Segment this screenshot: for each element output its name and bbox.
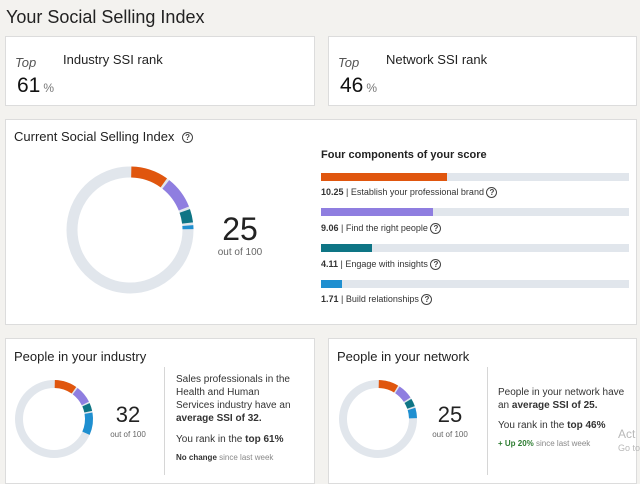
components-title: Four components of your score: [321, 149, 487, 161]
industry-rank-text: You rank in the top 61%: [176, 434, 284, 445]
component-bar-fill: [321, 244, 372, 252]
activation-watermark: Act Go to: [618, 427, 640, 453]
donut-segment: [54, 380, 77, 394]
component-label-insights: 4.11 | Engage with insights ?: [321, 259, 442, 271]
network-change-note: + Up 20% since last week: [498, 439, 591, 448]
component-label-brand: 10.25 | Establish your professional bran…: [321, 187, 498, 199]
divider: [487, 367, 488, 475]
network-description: People in your network have an average S…: [498, 387, 625, 411]
donut-track: [339, 380, 417, 458]
component-bar-brand: [321, 173, 629, 181]
donut-segment: [395, 386, 411, 402]
industry-change-note: No change since last week: [176, 453, 274, 462]
component-label-relationships: 1.71 | Build relationships ?: [321, 294, 433, 306]
industry-people-title: People in your industry: [14, 349, 147, 364]
donut-segment: [82, 403, 93, 413]
current-ssi-donut: [66, 166, 194, 294]
industry-people-card: [5, 338, 315, 484]
industry-rank-label: Industry SSI rank: [63, 52, 163, 67]
network-rank-top-label: Top: [338, 55, 360, 70]
component-bar-fill: [321, 173, 448, 181]
help-icon[interactable]: ?: [182, 132, 194, 144]
donut-segment: [162, 180, 189, 211]
help-icon[interactable]: ?: [430, 223, 442, 235]
industry-rank-top-label: Top: [15, 55, 37, 70]
component-bar-people: [321, 208, 629, 216]
help-icon[interactable]: ?: [430, 259, 442, 271]
donut-segment: [72, 387, 89, 406]
industry-ssi-score: 32: [115, 402, 141, 427]
network-ssi-rank-card: Top Network SSI rank 46%: [328, 36, 637, 106]
help-icon[interactable]: ?: [486, 187, 498, 199]
network-people-card: [328, 338, 637, 484]
network-ssi-out-of: out of 100: [432, 430, 468, 439]
current-ssi-card: [5, 119, 637, 325]
current-ssi-score: 25: [222, 211, 258, 247]
component-bar-relationships: [321, 280, 629, 288]
industry-ssi-rank-card: Top Industry SSI rank 61%: [5, 36, 315, 106]
network-ssi-score: 25: [437, 402, 463, 427]
help-icon[interactable]: ?: [421, 294, 433, 306]
donut-segment: [407, 407, 417, 419]
current-ssi-out-of: out of 100: [217, 247, 263, 258]
donut-segment: [82, 412, 93, 435]
industry-description: Sales professionals in the Health and Hu…: [176, 374, 291, 424]
industry-ssi-donut: [15, 380, 93, 458]
donut-segment: [378, 380, 399, 393]
component-label-people: 9.06 | Find the right people ?: [321, 223, 442, 235]
donut-track: [66, 166, 194, 294]
network-rank-text: You rank in the top 46%: [498, 420, 606, 431]
network-ssi-donut: [339, 380, 417, 458]
donut-segment: [404, 398, 415, 409]
industry-ssi-out-of: out of 100: [110, 430, 146, 439]
component-bar-fill: [321, 208, 433, 216]
network-rank-label: Network SSI rank: [386, 52, 488, 67]
industry-rank-value: 61%: [17, 74, 55, 97]
component-bar-insights: [321, 244, 629, 252]
network-rank-value: 46%: [340, 74, 378, 97]
donut-segment: [179, 209, 194, 224]
component-bar-fill: [321, 280, 343, 288]
current-ssi-title: Current Social Selling Index ?: [14, 129, 194, 144]
network-people-title: People in your network: [337, 349, 470, 364]
page-title: Your Social Selling Index: [6, 7, 205, 27]
divider: [164, 367, 165, 475]
donut-segment: [130, 166, 168, 188]
